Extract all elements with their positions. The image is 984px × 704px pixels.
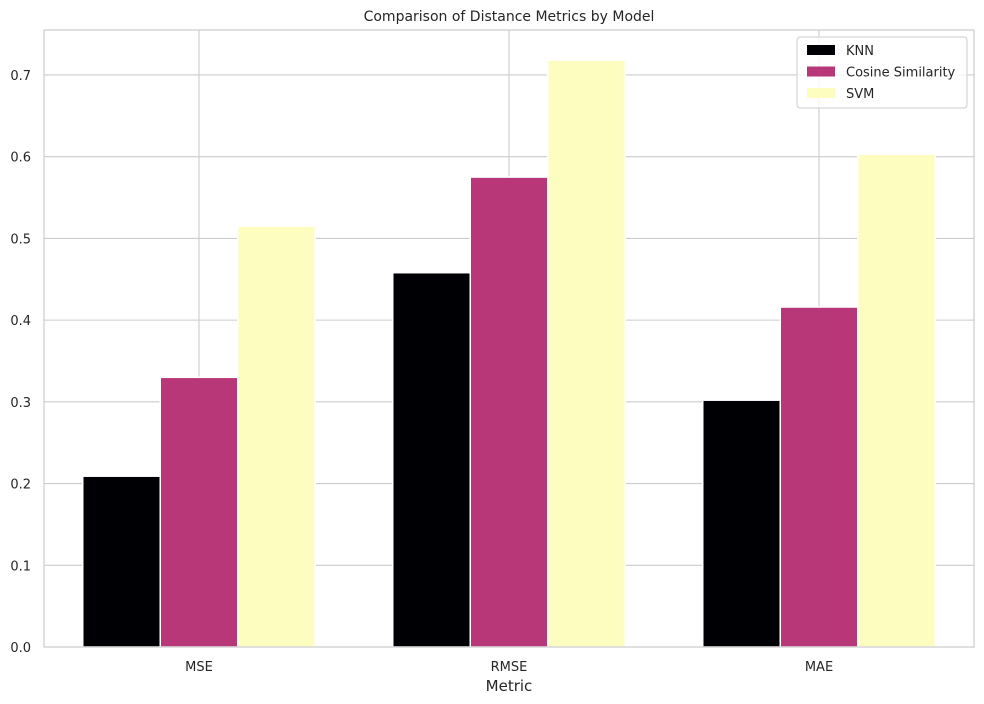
- y-tick-label: 0.6: [10, 151, 31, 166]
- y-tick-label: 0.5: [10, 232, 31, 247]
- bar-knn-rmse: [392, 271, 471, 648]
- legend-label: KNN: [846, 44, 874, 59]
- legend: KNN Cosine Similarity SVM: [796, 36, 968, 109]
- x-tick-label: MAE: [805, 660, 833, 675]
- legend-swatch: [807, 88, 835, 98]
- bar-knn-mae: [702, 399, 781, 648]
- x-tick-label: MSE: [185, 660, 213, 675]
- x-tick-label: RMSE: [491, 660, 528, 675]
- legend-swatch: [807, 45, 835, 55]
- bar-svm-mse: [237, 225, 316, 648]
- chart-title: Comparison of Distance Metrics by Model: [364, 9, 655, 25]
- x-axis-label: Metric: [486, 677, 533, 695]
- legend-label: SVM: [846, 87, 874, 102]
- legend-swatch: [807, 66, 835, 77]
- legend-label: Cosine Similarity: [846, 66, 956, 81]
- y-tick-labels: 0.0 0.1 0.2 0.3 0.4 0.5 0.6 0.7: [10, 69, 31, 656]
- bar-cosine-similarity-mae: [779, 306, 859, 648]
- bar-cosine-similarity-mse: [159, 376, 239, 648]
- bar-svm-rmse: [547, 59, 626, 648]
- y-tick-label: 0.0: [10, 641, 31, 656]
- bar-cosine-similarity-rmse: [469, 176, 549, 648]
- bar-svm-mae: [857, 153, 936, 648]
- plot-frame: [43, 29, 975, 648]
- y-tick-label: 0.4: [10, 314, 31, 329]
- legend-box: [796, 36, 968, 109]
- y-tick-label: 0.2: [10, 478, 31, 493]
- bars: [82, 59, 936, 648]
- y-tick-label: 0.3: [10, 396, 31, 411]
- y-tick-label: 0.7: [10, 69, 31, 84]
- x-tick-labels: MSE RMSE MAE: [185, 660, 833, 675]
- bar-knn-mse: [82, 475, 161, 648]
- y-tick-label: 0.1: [10, 559, 31, 574]
